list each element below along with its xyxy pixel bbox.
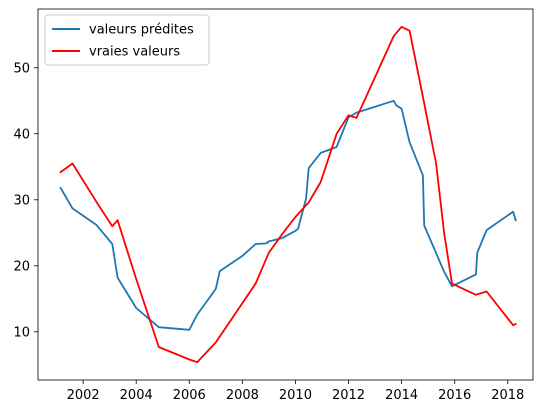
- x-tick-label: 2008: [226, 388, 259, 403]
- y-tick-label: 40: [13, 127, 30, 142]
- x-tick-label: 2002: [67, 388, 100, 403]
- x-axis: 2002 2004 2006 2008 2010 2012 2014 2016 2018: [67, 380, 524, 403]
- x-tick-label: 2018: [491, 388, 524, 403]
- x-tick-label: 2010: [279, 388, 312, 403]
- x-tick-label: 2014: [385, 388, 418, 403]
- y-tick-label: 10: [13, 325, 30, 340]
- series-line-vraies-valeurs: [59, 25, 517, 364]
- x-tick-label: 2006: [173, 388, 206, 403]
- legend: valeurs prédites vraies valeurs: [44, 14, 210, 66]
- legend-label-vraies-valeurs: vraies valeurs: [89, 45, 180, 60]
- series-line-valeurs-predites: [59, 99, 517, 331]
- y-axis: 10 20 30 40 50: [13, 61, 38, 340]
- x-tick-label: 2004: [120, 388, 153, 403]
- y-tick-label: 20: [13, 259, 30, 274]
- plot-frame: [37, 8, 534, 381]
- x-tick-label: 2012: [332, 388, 365, 403]
- y-tick-label: 30: [13, 193, 30, 208]
- legend-label-valeurs-predites: valeurs prédites: [89, 23, 194, 38]
- y-tick-label: 50: [13, 61, 30, 76]
- series-layer: [59, 25, 517, 364]
- x-tick-label: 2016: [438, 388, 471, 403]
- legend-box: [44, 14, 210, 66]
